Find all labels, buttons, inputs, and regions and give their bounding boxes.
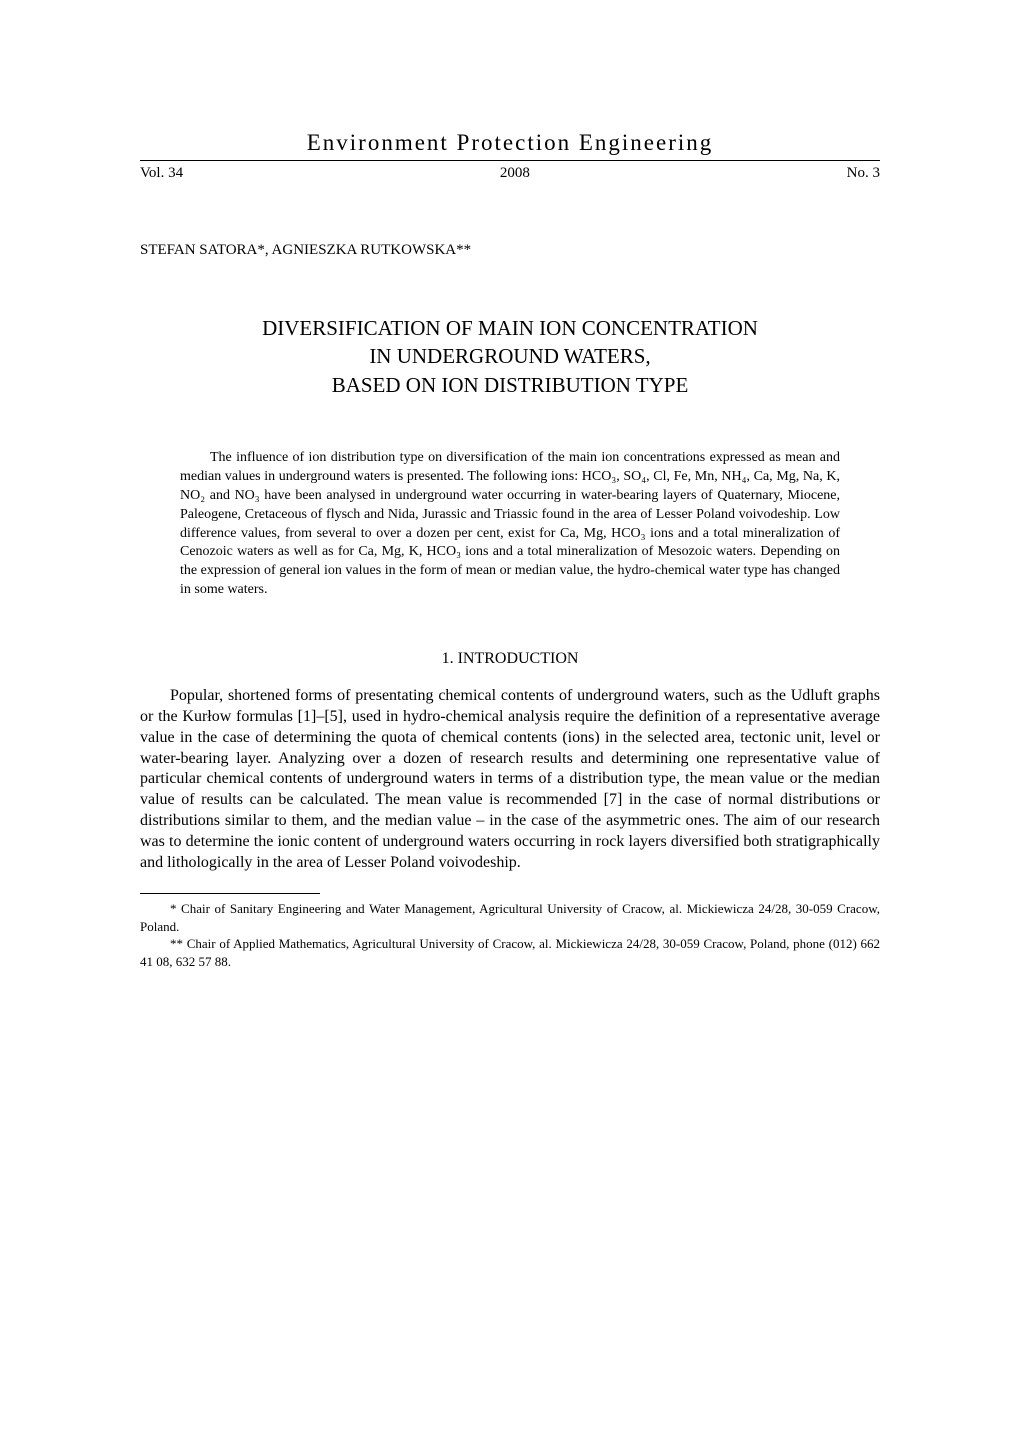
- paper-title: DIVERSIFICATION OF MAIN ION CONCENTRATIO…: [140, 314, 880, 399]
- header-row: Vol. 34 2008 No. 3: [140, 165, 880, 182]
- footnote-rule: [140, 893, 320, 894]
- paper-title-line-2: IN UNDERGROUND WATERS,: [140, 342, 880, 370]
- authors: STEFAN SATORA*, AGNIESZKA RUTKOWSKA**: [140, 242, 880, 259]
- volume-label: Vol. 34: [140, 165, 183, 182]
- footnote-1: * Chair of Sanitary Engineering and Wate…: [140, 900, 880, 935]
- paper-title-line-1: DIVERSIFICATION OF MAIN ION CONCENTRATIO…: [140, 314, 880, 342]
- issue-label: No. 3: [847, 165, 880, 182]
- abstract: The influence of ion distribution type o…: [180, 449, 840, 600]
- year-label: 2008: [500, 165, 530, 182]
- header-rule: [140, 160, 880, 161]
- body-paragraph: Popular, shortened forms of presentating…: [140, 686, 880, 873]
- footnote-2: ** Chair of Applied Mathematics, Agricul…: [140, 935, 880, 970]
- journal-title: Environment Protection Engineering: [140, 130, 880, 156]
- paper-title-line-3: BASED ON ION DISTRIBUTION TYPE: [140, 371, 880, 399]
- section-heading: 1. INTRODUCTION: [140, 650, 880, 668]
